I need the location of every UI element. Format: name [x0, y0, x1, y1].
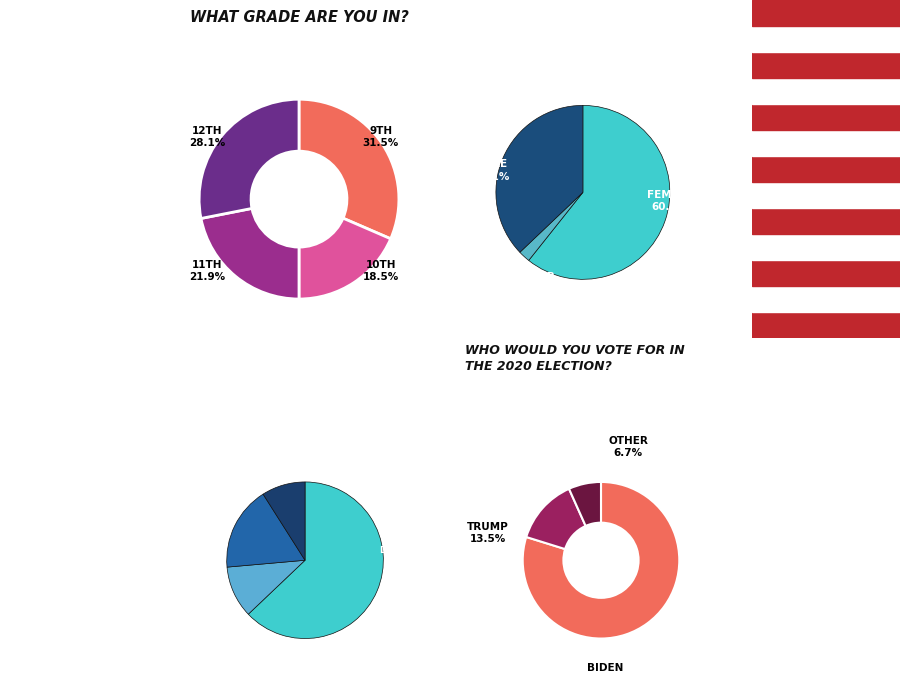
Text: ★: ★ — [48, 12, 63, 30]
Text: ★: ★ — [122, 223, 137, 241]
Bar — [752, 312, 900, 338]
Text: 9TH
31.5%: 9TH 31.5% — [363, 126, 399, 148]
Text: ★: ★ — [48, 181, 63, 199]
Text: DEMOCRAT
62.9%: DEMOCRAT 62.9% — [379, 546, 435, 566]
Text: ★: ★ — [86, 181, 100, 199]
Text: ★: ★ — [86, 265, 100, 284]
Wedge shape — [299, 99, 399, 239]
Wedge shape — [523, 482, 680, 639]
Bar — [752, 156, 900, 182]
Text: MALE
37.1%: MALE 37.1% — [473, 159, 509, 182]
Text: ★: ★ — [86, 138, 100, 157]
Bar — [752, 234, 900, 260]
Text: ★: ★ — [11, 138, 26, 157]
Wedge shape — [299, 218, 391, 299]
Text: ★: ★ — [122, 138, 137, 157]
Wedge shape — [227, 560, 305, 614]
Text: ★: ★ — [11, 12, 26, 30]
Wedge shape — [201, 209, 299, 299]
Text: ★: ★ — [122, 12, 137, 30]
Text: ★: ★ — [122, 54, 137, 72]
Text: TRUMP
13.5%: TRUMP 13.5% — [466, 522, 508, 544]
Bar — [752, 78, 900, 104]
Text: ★: ★ — [86, 97, 100, 115]
Text: OTHER
6.7%: OTHER 6.7% — [608, 435, 648, 458]
Text: WHICH POLITICAL PARTY DO YOU
IDENTIFY WITH?: WHICH POLITICAL PARTY DO YOU IDENTIFY WI… — [163, 344, 396, 373]
Text: BIDEN
79.8%: BIDEN 79.8% — [587, 663, 623, 675]
Wedge shape — [263, 482, 305, 560]
Text: 10TH
18.5%: 10TH 18.5% — [363, 260, 399, 282]
Text: ★: ★ — [122, 181, 137, 199]
Text: ★: ★ — [122, 97, 137, 115]
Text: ★: ★ — [48, 138, 63, 157]
Text: ★: ★ — [11, 307, 26, 325]
Text: ★: ★ — [86, 223, 100, 241]
Text: ★: ★ — [48, 97, 63, 115]
Bar — [752, 26, 900, 52]
Wedge shape — [248, 482, 383, 639]
Bar — [752, 52, 900, 78]
Text: ★: ★ — [48, 54, 63, 72]
Bar — [752, 104, 900, 130]
Text: ★: ★ — [11, 265, 26, 284]
Text: 11TH
21.9%: 11TH 21.9% — [189, 260, 225, 282]
Text: ★: ★ — [48, 307, 63, 325]
Bar — [752, 182, 900, 208]
Text: ★: ★ — [122, 265, 137, 284]
Bar — [752, 286, 900, 312]
Text: ★: ★ — [11, 97, 26, 115]
Text: ★: ★ — [11, 181, 26, 199]
Text: REPUBLICAN
10.7%: REPUBLICAN 10.7% — [156, 593, 220, 614]
Text: 12TH
28.1%: 12TH 28.1% — [189, 126, 225, 148]
Bar — [752, 130, 900, 156]
Text: ★: ★ — [48, 265, 63, 284]
Wedge shape — [227, 494, 305, 567]
Bar — [752, 208, 900, 234]
Text: WHAT IS YOUR GENDER?: WHAT IS YOUR GENDER? — [465, 10, 667, 25]
Wedge shape — [526, 489, 586, 549]
Text: ★: ★ — [48, 223, 63, 241]
Wedge shape — [199, 99, 299, 219]
Text: ★: ★ — [86, 307, 100, 325]
Wedge shape — [520, 192, 583, 261]
Bar — [752, 0, 900, 26]
Bar — [752, 260, 900, 286]
Wedge shape — [528, 105, 670, 279]
Text: INDEPENDENT
17.4%: INDEPENDENT 17.4% — [148, 535, 220, 555]
Wedge shape — [496, 105, 583, 252]
Text: OTHER
2.2%: OTHER 2.2% — [515, 273, 555, 295]
Text: ★: ★ — [86, 54, 100, 72]
Text: ★: ★ — [86, 12, 100, 30]
Text: FEMALE
60.7%: FEMALE 60.7% — [647, 190, 693, 212]
Text: WHO WOULD YOU VOTE FOR IN
THE 2020 ELECTION?: WHO WOULD YOU VOTE FOR IN THE 2020 ELECT… — [465, 344, 685, 373]
Wedge shape — [569, 482, 601, 526]
Text: ★: ★ — [122, 307, 137, 325]
Text: OTHER
9%: OTHER 9% — [300, 437, 334, 457]
Text: WHAT GRADE ARE YOU IN?: WHAT GRADE ARE YOU IN? — [190, 10, 409, 25]
Text: ★: ★ — [11, 54, 26, 72]
Text: ★: ★ — [11, 223, 26, 241]
